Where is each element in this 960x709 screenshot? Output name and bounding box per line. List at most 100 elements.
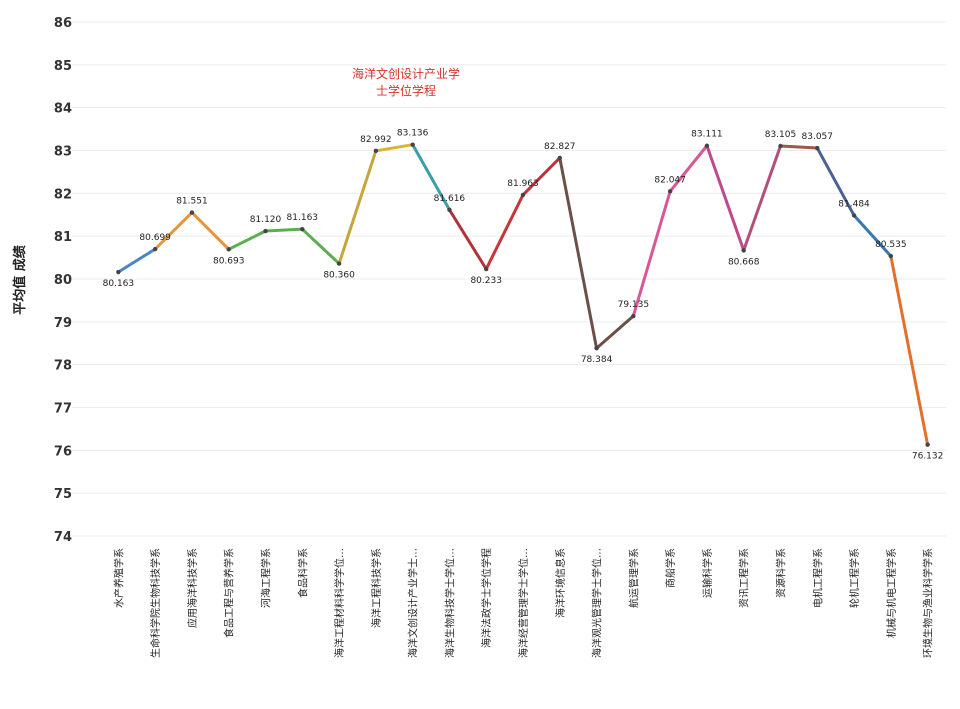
- x-tick-label: 海洋法政学士学位学程: [480, 548, 493, 648]
- data-label: 82.047: [654, 175, 686, 185]
- y-tick-label: 85: [54, 59, 72, 74]
- data-label: 83.105: [765, 130, 797, 140]
- data-point: [594, 346, 599, 351]
- data-label: 80.360: [323, 271, 355, 281]
- data-point: [263, 228, 268, 234]
- series-segment: [705, 144, 746, 252]
- y-tick-label: 84: [54, 102, 72, 117]
- data-label: 81.484: [838, 199, 870, 209]
- data-point: [778, 143, 783, 149]
- data-point: [300, 226, 305, 232]
- y-tick-label: 78: [54, 359, 72, 374]
- data-point: [226, 247, 231, 252]
- x-tick-label: 海洋工程科技学系: [370, 548, 383, 628]
- y-tick-label: 86: [54, 16, 72, 31]
- data-label: 81.963: [507, 179, 539, 189]
- data-label: 81.551: [176, 197, 208, 207]
- annotation-line: 海洋文创设计产业学: [352, 66, 460, 81]
- x-tick-label: 航运管理学系: [627, 548, 640, 608]
- series-segment: [521, 156, 562, 197]
- data-label: 79.135: [618, 300, 650, 310]
- data-point: [484, 266, 489, 272]
- y-tick-label: 81: [54, 230, 72, 245]
- data-point: [667, 189, 673, 194]
- x-tick-label: 海洋经营管理学士学位…: [517, 548, 530, 658]
- series-segment: [116, 247, 157, 274]
- x-tick-label: 海洋生物科技学士学位…: [443, 548, 456, 658]
- x-tick-label: 轮机工程学系: [848, 548, 861, 608]
- data-point: [189, 210, 195, 215]
- data-label: 81.616: [434, 194, 466, 204]
- data-label: 78.384: [581, 355, 613, 365]
- y-tick-label: 74: [54, 530, 72, 545]
- x-tick-label: 食品工程与营养学系: [223, 548, 236, 638]
- series-segment: [300, 227, 341, 266]
- series-segment: [337, 149, 378, 266]
- series-segment: [411, 143, 451, 212]
- data-point: [888, 253, 894, 259]
- x-tick-label: 海洋环境信息系: [554, 548, 567, 618]
- series-segment: [668, 144, 709, 193]
- x-tick-label: 商船学系: [664, 548, 677, 588]
- x-tick-label: 运输科学系: [701, 548, 714, 598]
- data-label: 80.233: [470, 276, 502, 286]
- series-segment: [852, 213, 893, 258]
- data-label: 80.668: [728, 257, 760, 267]
- x-tick-label: 海洋文创设计产业学士…: [407, 548, 420, 658]
- annotation-line: 士学位学程: [376, 83, 436, 98]
- x-tick-label: 应用海洋科技学系: [186, 548, 199, 628]
- y-tick-label: 76: [54, 444, 72, 459]
- data-point: [741, 248, 746, 253]
- series-segment: [815, 146, 856, 217]
- data-point: [557, 155, 562, 161]
- data-label: 81.163: [287, 213, 319, 223]
- data-point: [520, 192, 526, 198]
- series-segment: [484, 193, 525, 271]
- x-tick-label: 海洋观光管理学士学位…: [591, 548, 604, 658]
- data-label: 80.163: [103, 279, 135, 289]
- data-point: [373, 148, 379, 154]
- data-point: [447, 207, 452, 212]
- y-axis-ticks: 74 75 76 77 78 79 80 81 82 83 84 85 86: [54, 16, 72, 545]
- data-label: 83.111: [691, 130, 723, 140]
- data-point: [116, 269, 121, 275]
- series-segment: [558, 156, 599, 350]
- data-label: 81.120: [250, 215, 282, 225]
- series-segment: [227, 229, 268, 251]
- series-segment: [778, 144, 819, 150]
- y-tick-label: 75: [54, 487, 72, 502]
- data-point: [815, 145, 820, 151]
- series-segment: [190, 211, 231, 251]
- data-point: [410, 142, 415, 147]
- x-tick-label: 海洋工程材料科学学位…: [333, 548, 346, 658]
- data-point: [631, 313, 636, 319]
- series-segment: [447, 208, 488, 271]
- x-tick-label: 环境生物与渔业科学学系: [922, 548, 935, 658]
- data-label: 82.992: [360, 135, 392, 145]
- x-tick-label: 电机工程学系: [811, 548, 824, 608]
- data-point: [851, 213, 857, 218]
- x-tick-label: 资源科学系: [774, 548, 787, 598]
- x-tick-label: 生命科学院生物科技学系: [149, 548, 162, 658]
- series-segment: [374, 143, 415, 153]
- x-tick-label: 机械与机电工程学系: [885, 548, 898, 638]
- series-points: [116, 142, 930, 447]
- series-segment: [889, 254, 930, 447]
- y-tick-label: 77: [54, 402, 72, 417]
- data-label: 83.057: [802, 132, 834, 142]
- data-point: [152, 246, 158, 252]
- x-tick-label: 资讯工程学系: [738, 548, 751, 608]
- data-labels: 80.163 80.699 81.551 80.693 81.120 81.163 80.3…: [103, 129, 944, 462]
- x-tick-label: 河海工程学系: [260, 548, 273, 608]
- data-label: 82.827: [544, 142, 576, 152]
- series-segment: [742, 144, 782, 252]
- y-tick-label: 79: [54, 316, 72, 331]
- series-segment: [264, 227, 304, 233]
- series-line: [116, 143, 930, 447]
- series-segment: [153, 211, 194, 251]
- data-label: 80.699: [139, 233, 171, 243]
- series-segment: [595, 314, 635, 350]
